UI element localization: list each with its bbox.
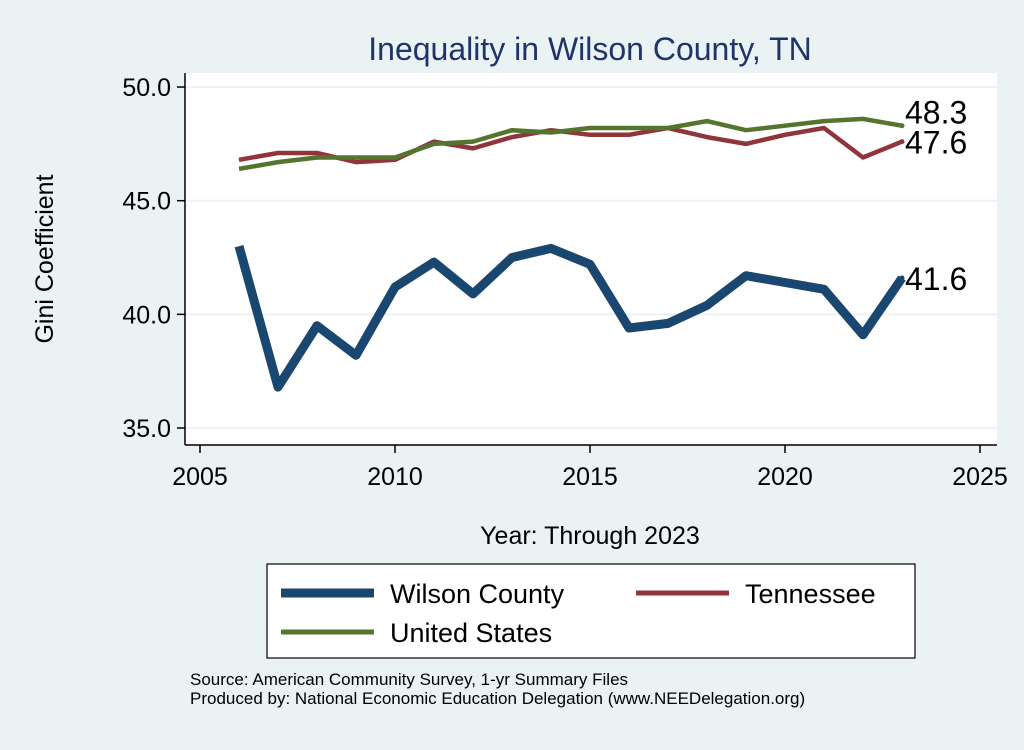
y-tick-label: 35.0 (122, 415, 171, 443)
x-tick-label: 2005 (172, 463, 228, 491)
end-point-tennessee (899, 139, 905, 145)
x-tick-label: 2025 (952, 463, 1008, 491)
series-line-united-states (238, 116, 903, 172)
x-tick-label: 2015 (562, 463, 618, 491)
y-axis-title: Gini Coefficient (31, 174, 59, 343)
source-line: Source: American Community Survey, 1-yr … (190, 670, 629, 689)
legend-box (266, 563, 916, 659)
legend-label-united-states: United States (390, 618, 552, 648)
legend-label-wilson-county: Wilson County (390, 579, 565, 609)
series-lines (234, 116, 906, 392)
axes: 35.0 40.0 45.0 50.0 2005 2010 2015 2020 2025 (122, 73, 1008, 491)
end-label-wilson-county: 41.6 (905, 261, 967, 297)
y-tick-label: 45.0 (122, 188, 171, 216)
grid-lines (185, 86, 997, 429)
series-line-wilson-county (234, 243, 906, 392)
y-tick-label: 50.0 (122, 74, 171, 102)
end-label-tennessee: 47.6 (905, 125, 967, 161)
y-tick-label: 40.0 (122, 301, 171, 329)
x-tick-label: 2020 (757, 463, 813, 491)
chart-title: Inequality in Wilson County, TN (368, 31, 811, 67)
x-axis-title: Year: Through 2023 (480, 522, 700, 550)
producer-line: Produced by: National Economic Education… (190, 689, 806, 708)
end-label-united-states: 48.3 (905, 95, 967, 131)
x-tick-label: 2010 (367, 463, 423, 491)
end-point-wilson-county (899, 275, 905, 281)
end-point-united-states (899, 123, 905, 129)
end-labels: 41.6 47.648.3 (905, 95, 967, 297)
legend-label-tennessee: Tennessee (745, 579, 876, 609)
source-notes: Source: American Community Survey, 1-yr … (190, 670, 805, 708)
legend: Wilson County Tennessee United States (266, 563, 916, 659)
